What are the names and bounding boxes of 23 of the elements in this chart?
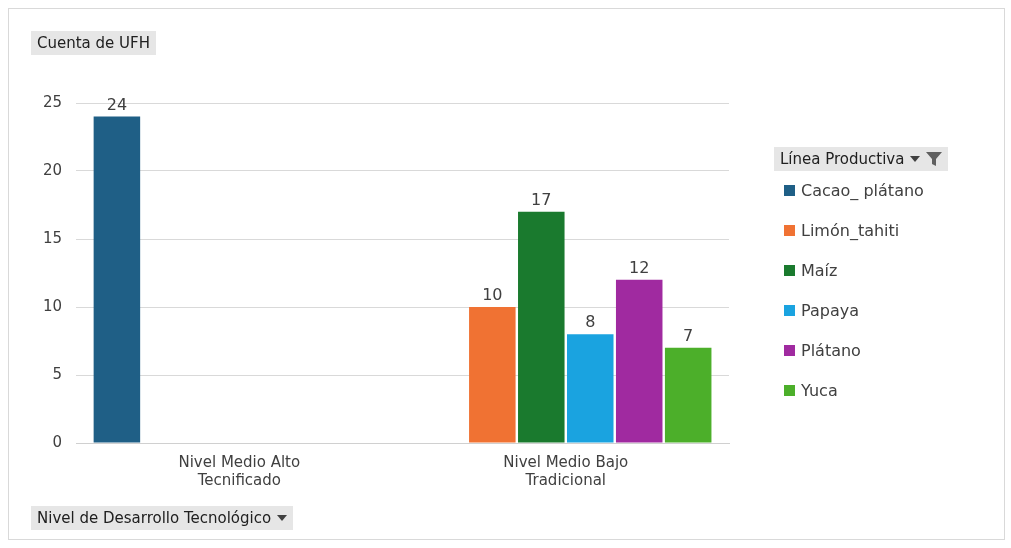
y-tick-label: 25: [42, 92, 63, 111]
data-label: 12: [629, 257, 650, 277]
x-tick-label: Nivel Medio Alto Tecnificado: [178, 452, 301, 489]
x-tick-label: Nivel Medio Bajo Tradicional: [503, 452, 629, 489]
legend-label: Maíz: [801, 261, 838, 280]
y-tick-label: 0: [52, 432, 63, 451]
data-label: 24: [106, 94, 128, 114]
y-axis-title: Cuenta de UFH: [31, 31, 156, 55]
data-label: 17: [531, 189, 552, 209]
legend-label: Plátano: [801, 341, 861, 360]
data-label: 10: [482, 285, 503, 305]
x-axis-title: Nivel de Desarrollo Tecnológico: [37, 509, 272, 527]
y-tick-label: 5: [52, 364, 63, 383]
legend-label: Papaya: [801, 301, 859, 320]
legend-label: Yuca: [801, 381, 838, 400]
data-label: 8: [585, 312, 596, 332]
data-label: 7: [683, 325, 694, 345]
legend-label: Limón_tahiti: [801, 221, 900, 240]
y-tick-label: 15: [42, 228, 63, 247]
y-tick-label: 10: [42, 296, 63, 315]
y-tick-label: 20: [42, 160, 63, 179]
legend-label: Cacao_ plátano: [801, 181, 924, 200]
legend-title: Línea Productiva: [780, 150, 905, 168]
